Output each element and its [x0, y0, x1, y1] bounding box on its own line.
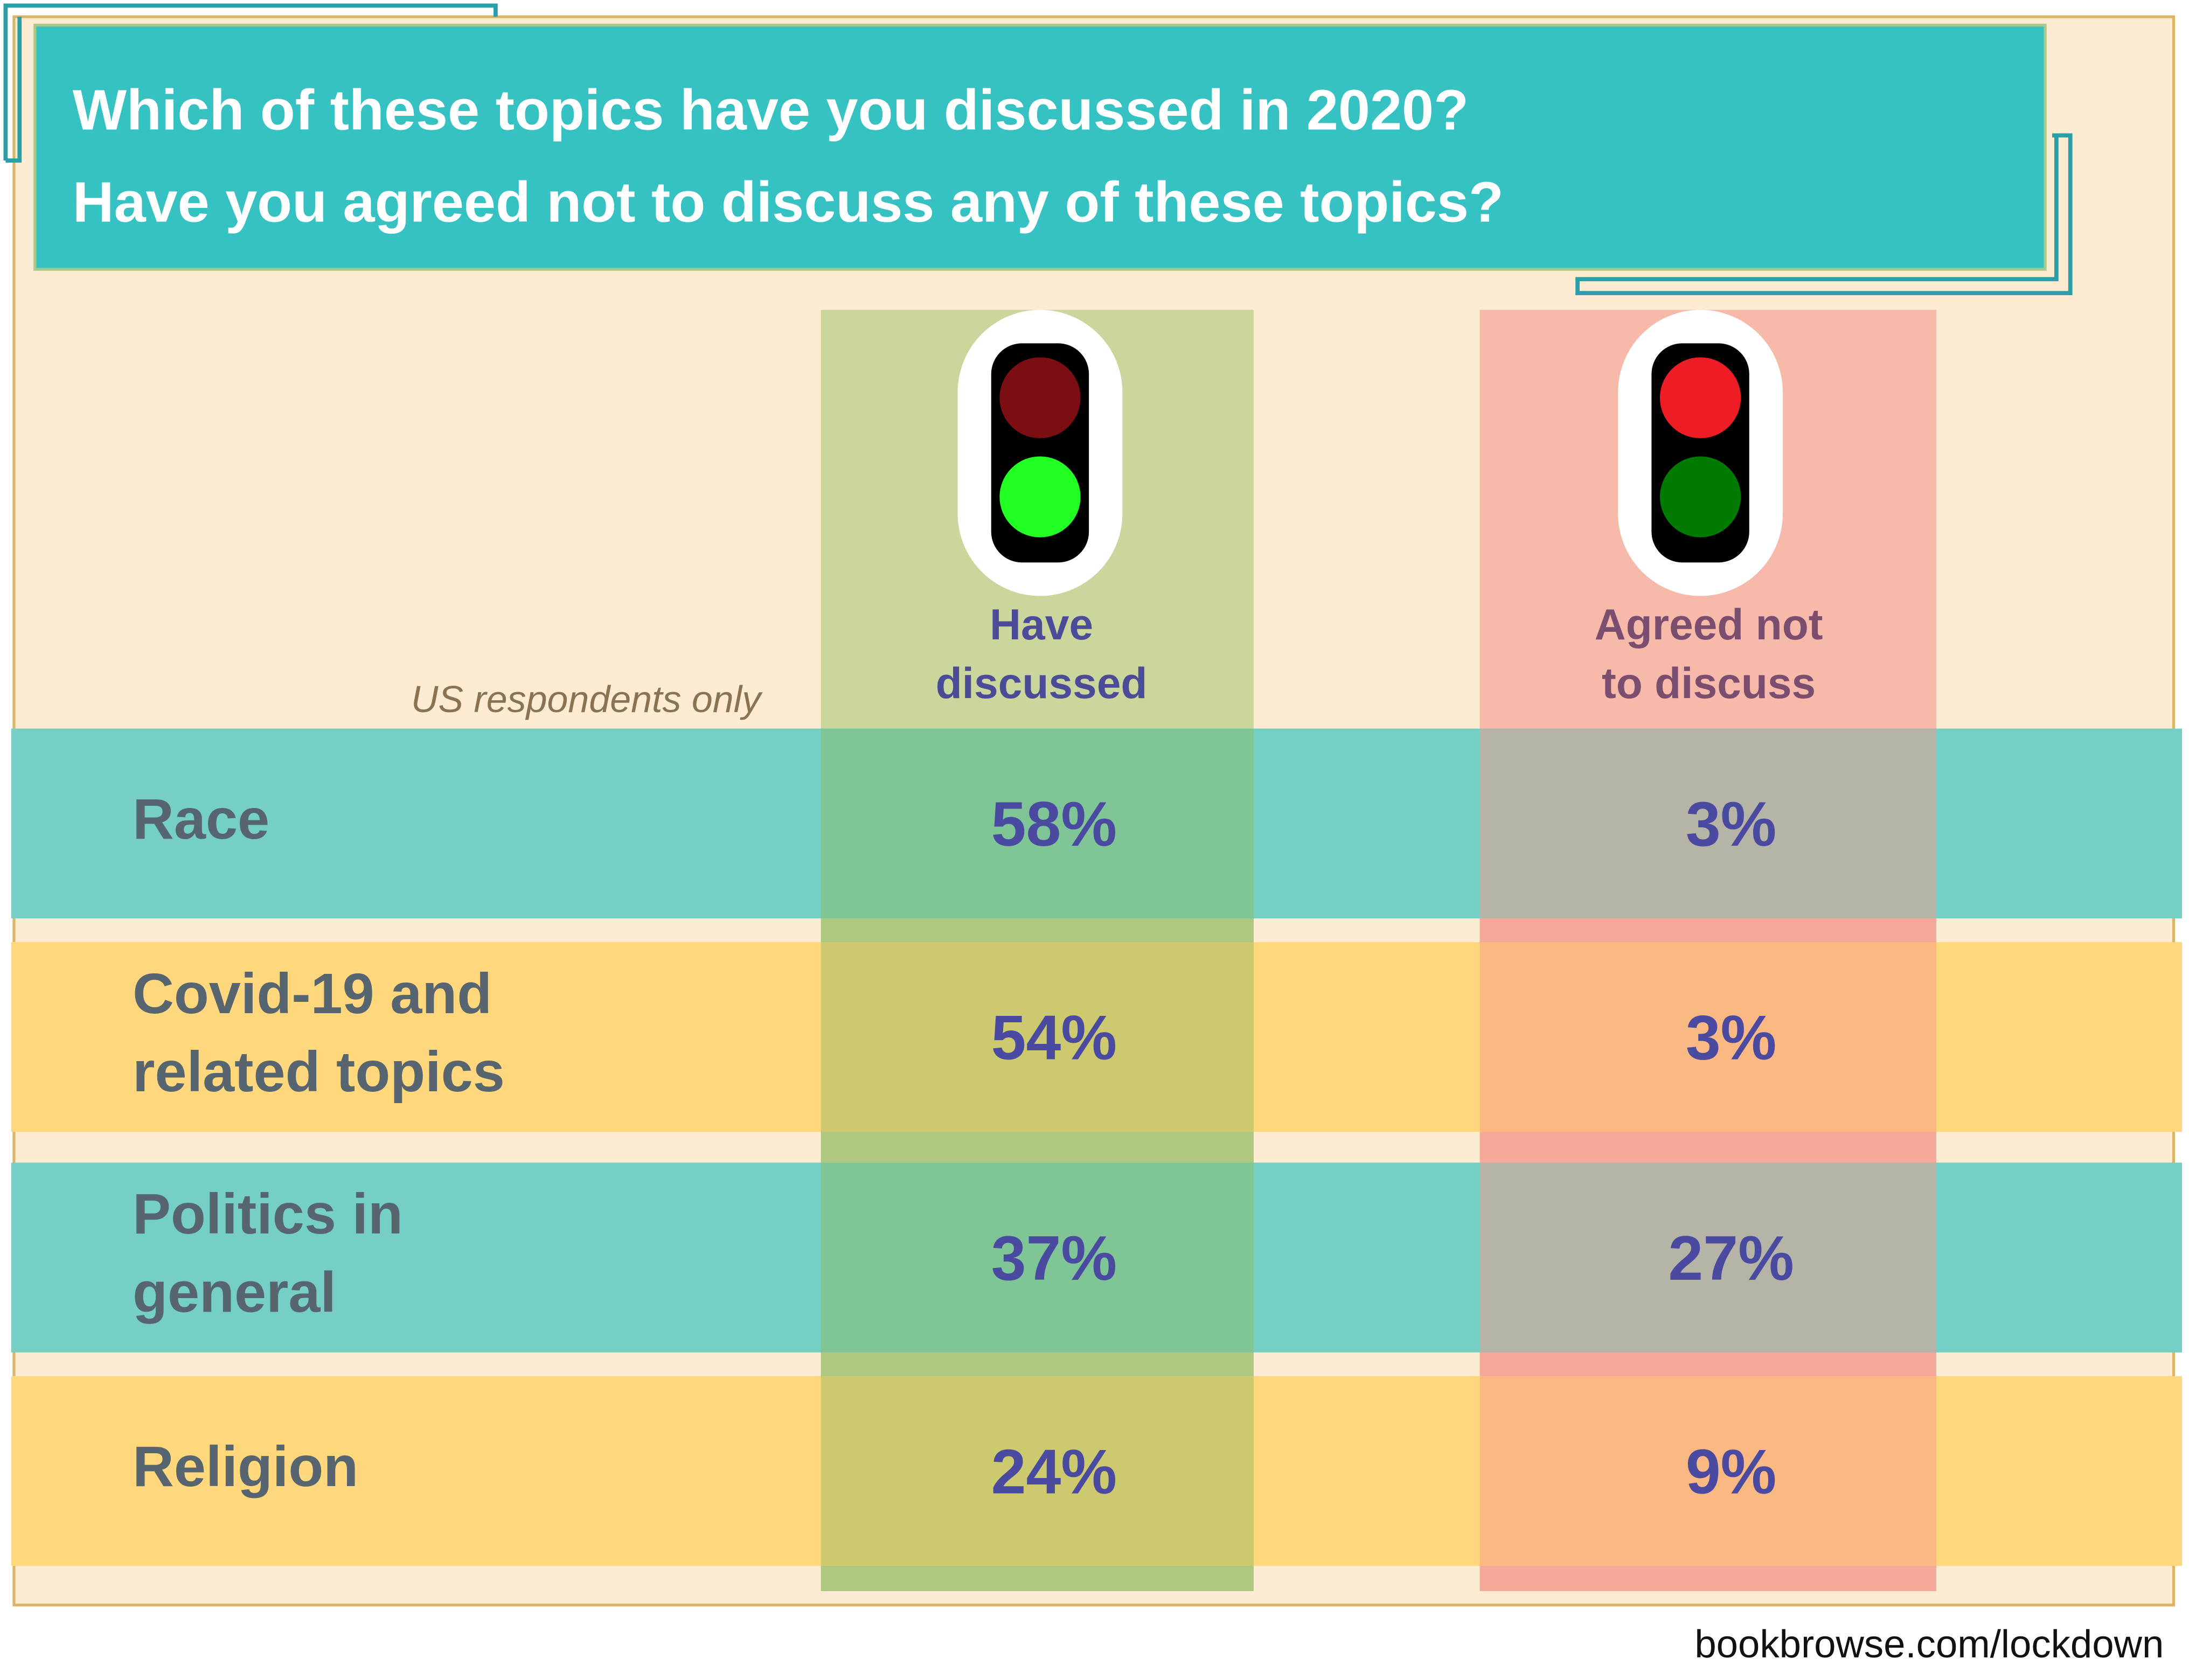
cell-value: 54% — [991, 1002, 1117, 1072]
column-tint — [821, 728, 1254, 1591]
decor-line — [3, 3, 498, 161]
column-header: to discuss — [1602, 659, 1816, 708]
row-label: general — [133, 1260, 336, 1324]
row-label: Religion — [133, 1434, 358, 1498]
title: Which of these topics have you discussed… — [73, 78, 1504, 234]
cell-value: 58% — [991, 789, 1117, 859]
column-headers: Have discussed Agreed not to discuss — [936, 601, 1823, 708]
title-line: Have you agreed not to discuss any of th… — [73, 170, 1504, 234]
decor-line — [1575, 133, 2073, 296]
column-header: Have — [990, 601, 1093, 649]
traffic-light — [1618, 310, 1783, 596]
cell-value: 27% — [1668, 1223, 1794, 1293]
column-tint — [1479, 728, 1936, 1591]
row-label: Covid-19 and — [133, 961, 492, 1026]
note: US respondents only — [411, 678, 763, 720]
cell-value: 9% — [1686, 1436, 1777, 1507]
title-line: Which of these topics have you discussed… — [73, 78, 1469, 142]
row-label: related topics — [133, 1040, 505, 1104]
cell-value: 3% — [1686, 789, 1777, 859]
cell-value: 37% — [991, 1223, 1117, 1293]
decor-line — [5, 17, 22, 163]
cell-value: 24% — [991, 1436, 1117, 1507]
column-header: Agreed not — [1595, 601, 1823, 649]
title-box — [33, 24, 2047, 271]
column-header: discussed — [936, 659, 1148, 708]
row-label: Race — [133, 787, 269, 851]
footer: bookbrowse.com/lockdown — [1694, 1622, 2164, 1666]
traffic-light — [957, 310, 1123, 596]
table: Race 58% 3% Covid-19 and related topics 54% 3%… — [11, 728, 2183, 1591]
cell-value: 3% — [1686, 1002, 1777, 1072]
row-label: Politics in — [133, 1182, 403, 1246]
